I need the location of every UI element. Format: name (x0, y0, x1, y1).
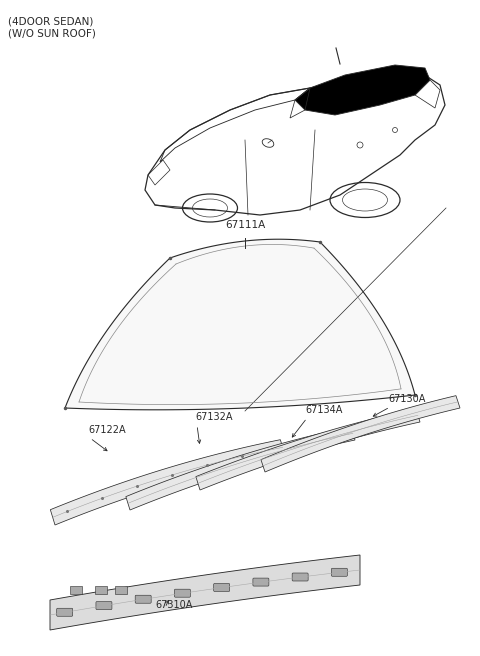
FancyBboxPatch shape (292, 573, 308, 581)
Polygon shape (261, 396, 460, 472)
FancyBboxPatch shape (214, 583, 229, 592)
Polygon shape (126, 426, 355, 510)
Text: 67130A: 67130A (388, 394, 425, 404)
Text: 67134A: 67134A (305, 405, 342, 415)
FancyBboxPatch shape (135, 595, 151, 604)
Bar (70, 586, 82, 594)
Polygon shape (65, 239, 415, 410)
Polygon shape (295, 65, 430, 115)
FancyBboxPatch shape (331, 568, 348, 576)
FancyBboxPatch shape (57, 608, 72, 616)
Polygon shape (50, 440, 285, 525)
Bar (115, 586, 127, 594)
Text: 67111A: 67111A (225, 220, 265, 230)
Text: 67132A: 67132A (195, 412, 232, 422)
Text: (4DOOR SEDAN): (4DOOR SEDAN) (8, 16, 94, 26)
Text: 67310A: 67310A (155, 600, 192, 610)
Text: 67122A: 67122A (88, 425, 126, 435)
Polygon shape (50, 555, 360, 630)
Text: (W/O SUN ROOF): (W/O SUN ROOF) (8, 29, 96, 39)
FancyBboxPatch shape (174, 589, 191, 597)
FancyBboxPatch shape (253, 578, 269, 586)
Polygon shape (196, 409, 420, 490)
FancyBboxPatch shape (96, 602, 112, 609)
Bar (95, 586, 107, 594)
